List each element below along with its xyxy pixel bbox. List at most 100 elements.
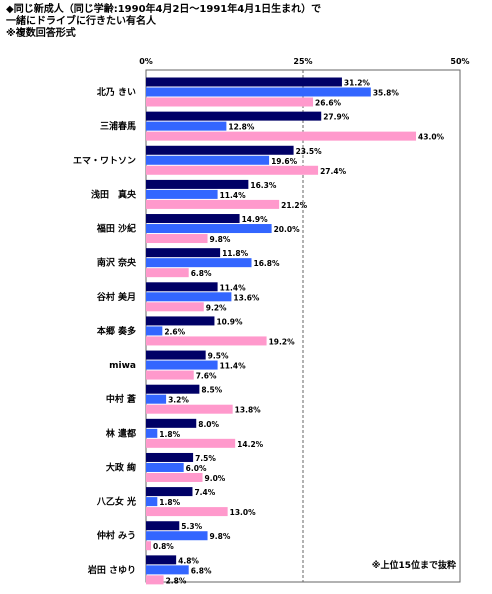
bar	[146, 531, 208, 541]
data-label: 9.0%	[205, 474, 226, 483]
data-label: 0.8%	[153, 542, 174, 551]
bar	[146, 155, 270, 165]
data-label: 5.3%	[181, 522, 202, 531]
bar	[146, 121, 227, 131]
data-label: 8.5%	[201, 386, 222, 395]
chart-title-line-1: ◆同じ新成人（同じ学齢:1990年4月2日～1991年4月1日生まれ）で	[6, 4, 322, 15]
bar	[146, 472, 203, 482]
bar	[146, 292, 232, 302]
data-label: 10.9%	[216, 317, 243, 326]
data-label: 2.6%	[164, 327, 185, 336]
category-label: 三浦春馬	[100, 120, 136, 132]
bar	[146, 462, 184, 472]
data-label: 9.5%	[208, 352, 229, 361]
bar	[146, 258, 252, 268]
data-label: 11.4%	[220, 283, 247, 292]
bar	[146, 360, 218, 370]
bar	[146, 189, 218, 199]
data-label: 16.8%	[254, 259, 281, 268]
bar	[146, 145, 294, 155]
bar	[146, 316, 215, 326]
data-label: 23.5%	[296, 147, 323, 156]
category-label: miwa	[109, 361, 136, 371]
data-label: 31.2%	[344, 79, 371, 88]
data-label: 14.2%	[237, 440, 264, 449]
bar	[146, 555, 177, 565]
data-label: 1.8%	[159, 430, 180, 439]
bar	[146, 394, 167, 404]
category-label: 林 遣都	[106, 427, 136, 439]
chart-header: ◆同じ新成人（同じ学齢:1990年4月2日～1991年4月1日生まれ）で 一緒に…	[6, 4, 321, 40]
x-tick-label: 25%	[293, 57, 312, 66]
data-label: 8.0%	[198, 420, 219, 429]
bar	[146, 87, 371, 97]
bar	[146, 452, 194, 462]
category-label: 福田 沙紀	[96, 223, 136, 235]
bar	[146, 384, 200, 394]
bar	[146, 541, 152, 551]
data-label: 1.8%	[159, 498, 180, 507]
category-label: エマ・ワトソン	[73, 155, 136, 166]
category-label: 八乙女 光	[96, 496, 136, 508]
bar	[146, 214, 240, 224]
bar	[146, 234, 208, 244]
data-label: 6.8%	[191, 269, 212, 278]
data-label: 9.8%	[210, 532, 231, 541]
bar	[146, 97, 314, 107]
data-label: 3.2%	[168, 396, 189, 405]
x-tick-label: 0%	[139, 57, 153, 66]
data-label: 19.6%	[271, 157, 298, 166]
data-label: 20.0%	[274, 225, 301, 234]
bar	[146, 302, 204, 312]
category-label: 谷村 美月	[97, 291, 136, 303]
bar	[146, 326, 163, 336]
bar	[146, 575, 164, 585]
category-label: 大政 絢	[106, 461, 136, 473]
bar	[146, 404, 233, 414]
bar	[146, 350, 206, 360]
bar	[146, 438, 236, 448]
category-label: 南沢 奈央	[97, 257, 137, 269]
data-label: 16.3%	[250, 181, 277, 190]
plot-area: 0% 25% 50% 北乃 きい 31.2%35.8% 26.6% 三浦春馬 27.9% 12.…	[73, 57, 470, 585]
data-label: 21.2%	[281, 201, 308, 210]
data-label: 13.0%	[230, 508, 257, 517]
bar	[146, 428, 158, 438]
data-label: 11.8%	[222, 249, 249, 258]
footnote: ※上位15位まで抜粋	[372, 559, 456, 571]
data-label: 14.9%	[242, 215, 269, 224]
bar	[146, 165, 319, 175]
category-label: 北乃 きい	[97, 86, 136, 98]
data-label: 19.2%	[269, 337, 296, 346]
chart-title-line-2: 一緒にドライブに行きたい有名人	[6, 16, 156, 27]
bar	[146, 565, 189, 575]
data-label: 13.8%	[235, 406, 262, 415]
bar	[146, 77, 342, 87]
data-label: 43.0%	[418, 133, 445, 142]
data-label: 9.8%	[210, 235, 231, 244]
category-label: 本郷 奏多	[97, 325, 136, 337]
bar	[146, 521, 180, 531]
x-tick-label: 50%	[450, 57, 469, 66]
bar	[146, 336, 267, 346]
category-label: 中村 蒼	[106, 393, 136, 405]
data-label: 27.9%	[323, 113, 350, 122]
data-label: 6.8%	[191, 566, 212, 575]
data-label: 7.4%	[194, 488, 215, 497]
bar	[146, 268, 189, 278]
data-label: 2.8%	[166, 576, 187, 585]
bar	[146, 507, 228, 517]
bar	[146, 370, 194, 380]
bar	[146, 199, 280, 209]
bar	[146, 418, 197, 428]
category-label: 浅田 真央	[91, 188, 137, 200]
bar	[146, 487, 193, 497]
category-label: 仲村 みう	[97, 530, 136, 542]
data-label: 7.6%	[196, 372, 217, 381]
data-label: 12.8%	[228, 123, 255, 132]
data-label: 4.8%	[178, 556, 199, 565]
bar	[146, 282, 218, 292]
data-label: 13.6%	[233, 293, 260, 302]
data-label: 26.6%	[315, 99, 342, 108]
